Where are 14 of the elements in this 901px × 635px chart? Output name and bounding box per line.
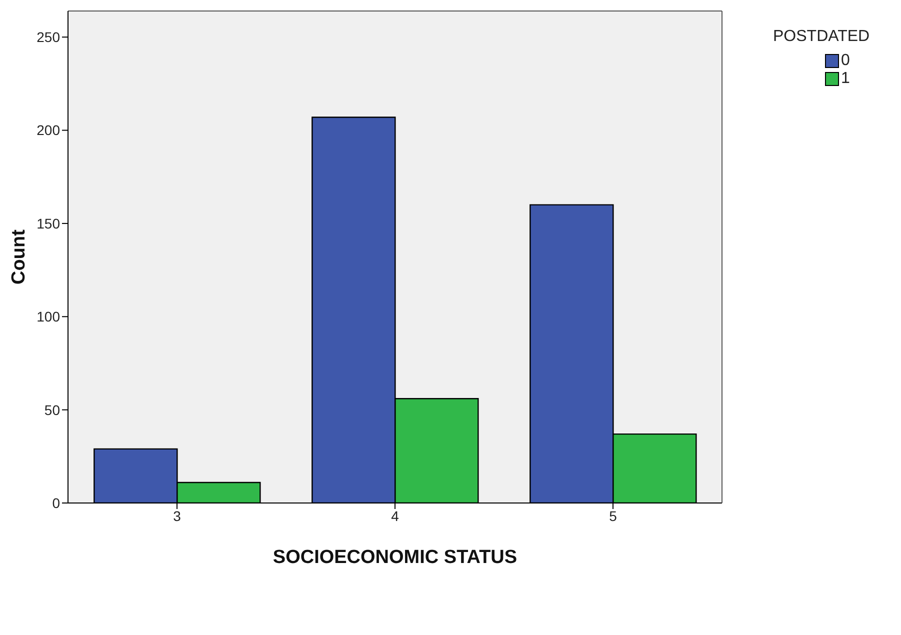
y-tick-label: 200	[36, 122, 60, 138]
x-axis-title: SOCIOECONOMIC STATUS	[272, 547, 518, 568]
y-axis-title: Count	[8, 228, 30, 284]
legend-title: POSTDATED	[773, 28, 871, 46]
x-tick-label: 5	[609, 508, 618, 524]
y-tick-label: 150	[36, 215, 60, 232]
y-tick-label: 100	[36, 308, 60, 325]
legend-label: 1	[841, 70, 850, 88]
legend-label: 0	[841, 52, 850, 70]
x-tick-label: 3	[173, 508, 182, 524]
x-tick-label: 4	[391, 508, 400, 524]
y-tick-label: 0	[52, 494, 60, 511]
y-tick-label: 250	[36, 29, 60, 46]
y-tick-label: 50	[44, 402, 60, 418]
